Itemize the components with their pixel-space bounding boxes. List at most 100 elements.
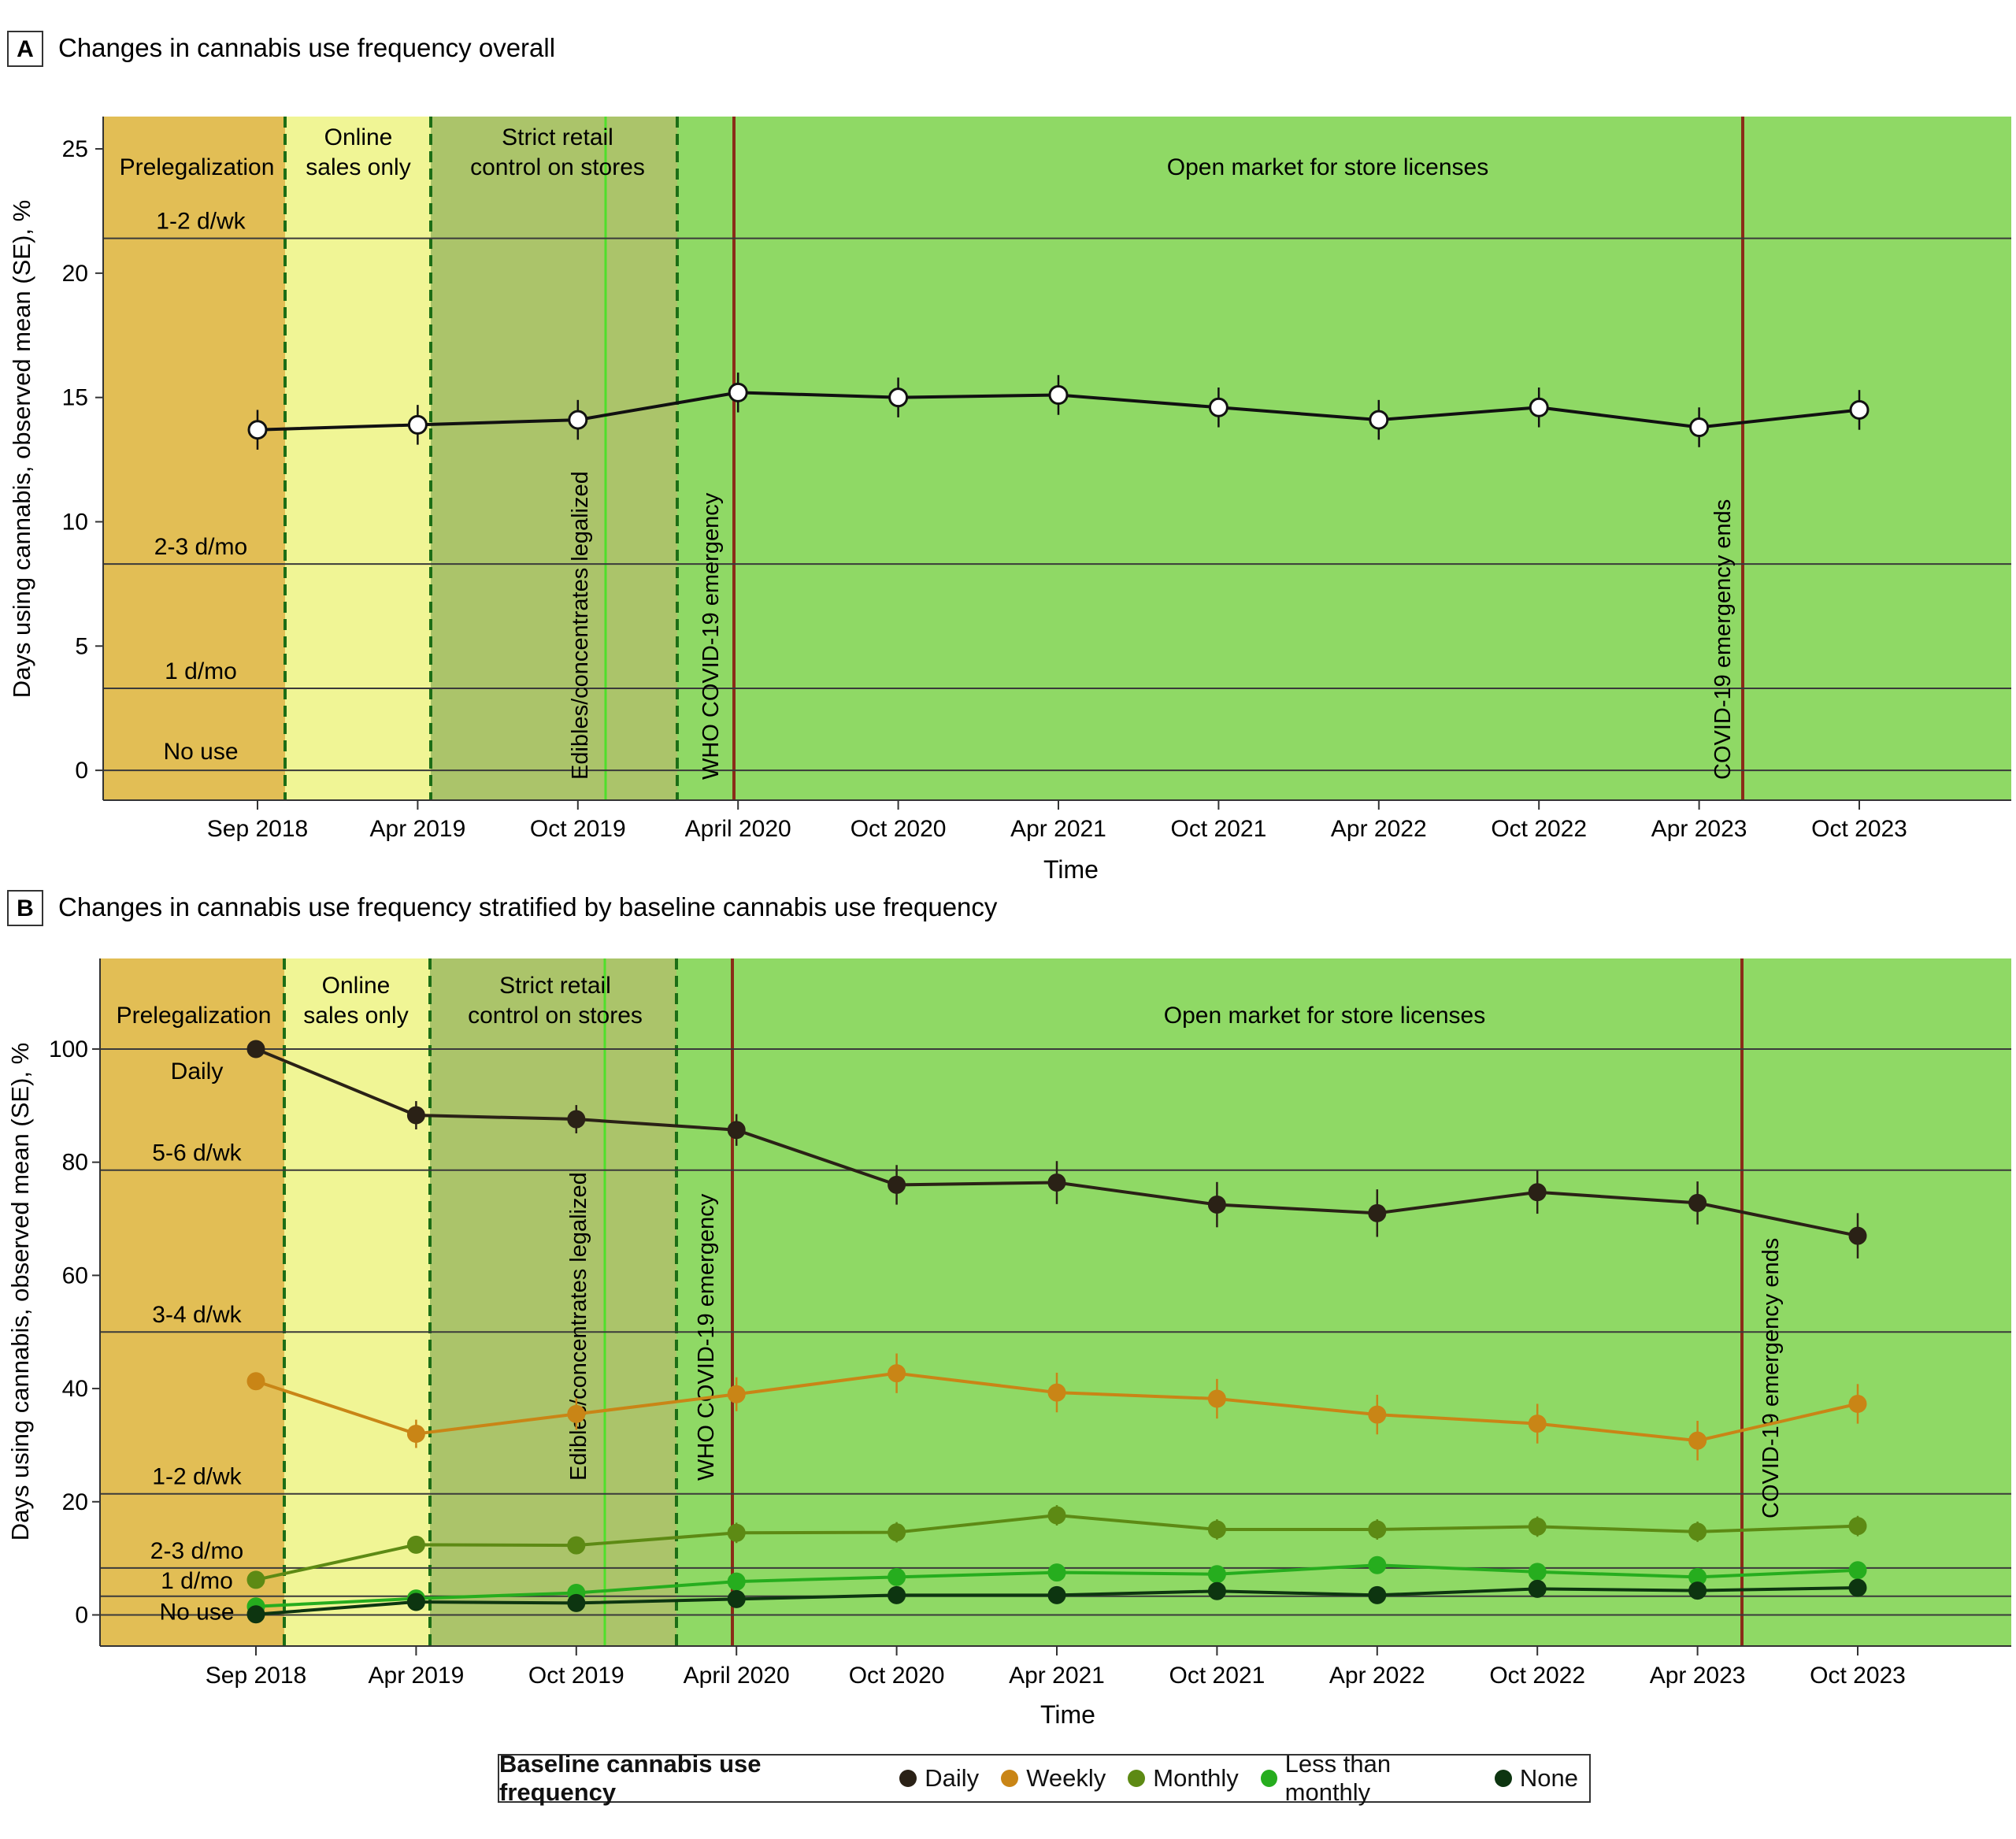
y-tick-label: 0 [75, 758, 88, 784]
data-point [567, 1593, 586, 1612]
data-point [407, 414, 428, 435]
panel-b-xlabel: Time [1040, 1700, 1095, 1729]
data-point [1688, 1581, 1707, 1600]
data-point [406, 1425, 425, 1444]
y-tick-label: 100 [49, 1036, 88, 1062]
data-point [567, 1536, 586, 1555]
legend-label: Less than monthly [1284, 1750, 1392, 1806]
data-point [1208, 397, 1228, 417]
data-point [1047, 1563, 1066, 1582]
data-point [1207, 1565, 1226, 1584]
data-point [1207, 1581, 1226, 1600]
x-tick-label: Sep 2018 [206, 1663, 306, 1689]
data-point [1047, 1585, 1066, 1604]
data-point [727, 1589, 746, 1608]
legend-item-monthly: Monthly [1128, 1764, 1239, 1793]
event-label-edibles: Edibles/concentrates legalized [568, 471, 593, 780]
x-tick-label: Apr 2022 [1329, 1663, 1425, 1689]
bg-online [285, 117, 431, 800]
data-point [1368, 1555, 1387, 1574]
data-point [1047, 1506, 1066, 1525]
data-point [406, 1535, 425, 1554]
y-tick-label: 25 [62, 136, 88, 162]
panel-a-letter-box [7, 31, 43, 67]
period-label-prelegalization: Prelegalization [120, 154, 275, 180]
period-label-open: Open market for store licenses [1164, 1003, 1486, 1029]
period-label-online-1: Online [322, 973, 391, 999]
reference-line-label: 2-3 d/mo [150, 1538, 243, 1564]
data-point [728, 382, 748, 402]
data-point [567, 1404, 586, 1423]
reference-line-label: Daily [171, 1059, 224, 1084]
data-point [888, 1364, 906, 1383]
data-point [406, 1106, 425, 1125]
data-point [1528, 1414, 1547, 1433]
x-tick-label: Oct 2021 [1169, 1663, 1266, 1689]
data-point [1528, 1579, 1547, 1598]
data-point [1689, 417, 1710, 438]
panel-a-letter: A [17, 36, 34, 62]
legend: Baseline cannabis use frequency Daily We… [498, 1750, 1591, 1806]
event-label-who: WHO COVID-19 emergency [699, 492, 724, 780]
data-point [1688, 1431, 1707, 1450]
x-tick-label: Apr 2019 [369, 1663, 465, 1689]
data-point [1207, 1196, 1226, 1214]
panel-b-letter: B [17, 895, 34, 921]
bg-strict [430, 958, 676, 1646]
y-tick-label: 10 [62, 509, 88, 535]
y-tick-label: 15 [62, 385, 88, 411]
x-tick-label: Oct 2019 [528, 1663, 624, 1689]
bg-prelegalization [100, 958, 284, 1646]
period-label-prelegalization: Prelegalization [117, 1003, 272, 1029]
data-point [1528, 1563, 1547, 1581]
reference-line-label: 1-2 d/wk [156, 209, 246, 235]
legend-dot-daily [899, 1770, 917, 1787]
y-tick-label: 40 [62, 1376, 88, 1402]
reference-line-label: 1 d/mo [165, 658, 237, 684]
x-tick-label: Apr 2019 [370, 816, 466, 842]
data-point [1849, 399, 1870, 420]
x-tick-label: Apr 2023 [1650, 1663, 1746, 1689]
y-tick-label: 20 [62, 1489, 88, 1515]
data-point [568, 410, 588, 430]
legend-label: Daily [925, 1764, 980, 1792]
x-tick-label: Apr 2021 [1009, 1663, 1105, 1689]
data-point [1047, 1173, 1066, 1192]
bg-strict [431, 117, 677, 800]
reference-line-label: No use [159, 1599, 234, 1625]
period-label-online-2: sales only [303, 1003, 408, 1029]
data-point [246, 1570, 265, 1589]
data-point [1368, 1520, 1387, 1539]
panel-a-ylabel: Days using cannabis, observed mean (SE),… [8, 200, 35, 698]
period-label-online-1: Online [324, 124, 393, 150]
data-point [1048, 385, 1069, 406]
data-point [1529, 397, 1549, 417]
legend-dot-weekly [1001, 1770, 1019, 1787]
data-point [1369, 410, 1389, 430]
panel-a-plot: 1-2 d/wk 2-3 d/mo 1 d/mo No use Prelegaliza… [8, 117, 2011, 884]
data-point [888, 387, 909, 408]
period-label-open: Open market for store licenses [1167, 154, 1489, 180]
x-tick-label: Oct 2021 [1171, 816, 1267, 842]
data-point [567, 1110, 586, 1129]
x-tick-label: Oct 2022 [1491, 816, 1587, 842]
bg-online [284, 958, 430, 1646]
data-point [1207, 1520, 1226, 1539]
legend-item-less-than-monthly: Less than monthly [1260, 1750, 1473, 1807]
legend-item-none: None [1494, 1764, 1578, 1793]
panel-b-letter-box [7, 890, 43, 926]
x-tick-label: Oct 2020 [850, 816, 947, 842]
x-tick-label: Apr 2023 [1651, 816, 1747, 842]
reference-line-label: 3-4 d/wk [152, 1302, 242, 1328]
data-point [406, 1592, 425, 1611]
x-tick-label: Sep 2018 [207, 816, 308, 842]
data-point [888, 1585, 906, 1604]
y-tick-label: 20 [62, 261, 88, 287]
data-point [888, 1523, 906, 1542]
x-tick-label: Oct 2019 [530, 816, 626, 842]
data-point [1047, 1383, 1066, 1402]
legend-dot-less-than-monthly [1260, 1770, 1277, 1787]
data-point [1368, 1203, 1387, 1222]
legend-label: Weekly [1026, 1764, 1106, 1792]
